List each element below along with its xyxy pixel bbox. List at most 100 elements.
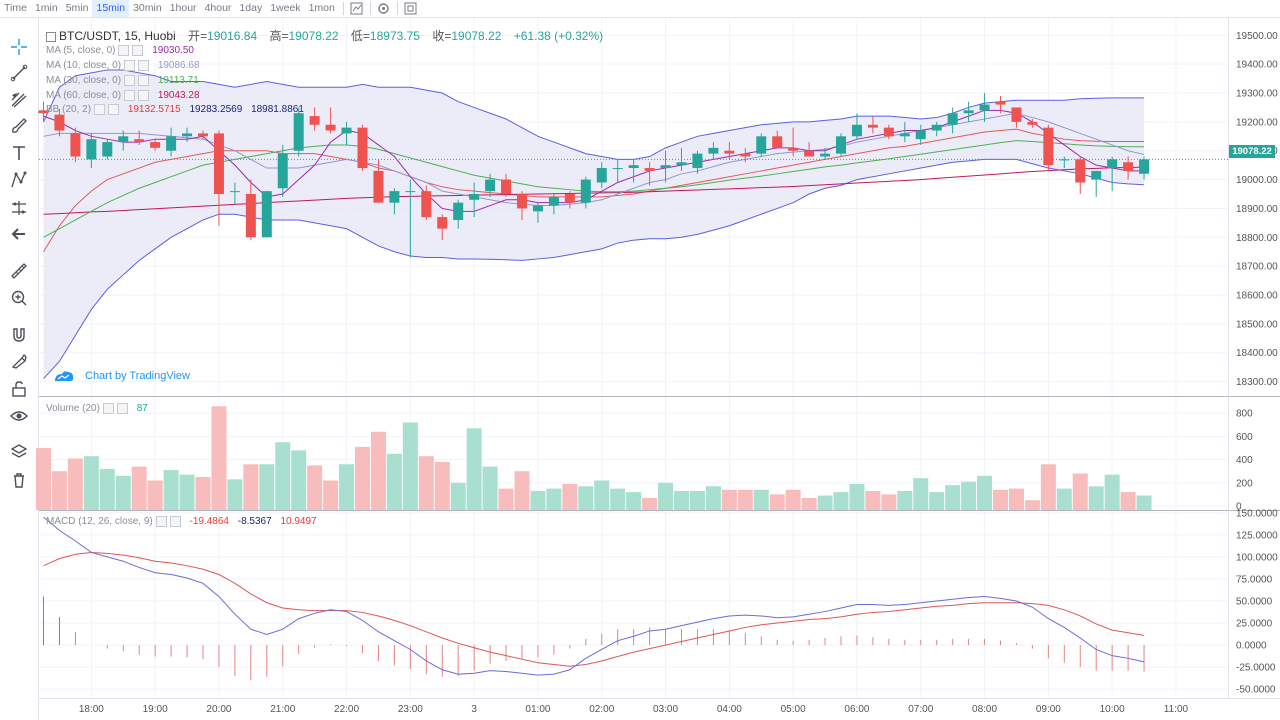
brush-icon[interactable]: [9, 116, 29, 136]
price-tick-label: 18400.00: [1236, 348, 1278, 359]
bb-mid-line: [43, 128, 1145, 252]
toolbar-divider: [396, 2, 398, 15]
settings-icon[interactable]: [118, 45, 130, 56]
volume-name: Volume (20): [46, 403, 100, 415]
volume-bar: [67, 458, 83, 510]
pattern-icon[interactable]: [9, 170, 29, 190]
timeframe-5min[interactable]: 5min: [65, 2, 89, 14]
volume-bar: [881, 494, 897, 510]
price-tick-label: 19400.00: [1236, 60, 1278, 71]
legend-bb[interactable]: BB (20, 2) 19132.5715 19283.2569 18981.8…: [46, 104, 304, 115]
magnet-icon[interactable]: [9, 325, 29, 345]
candle-body: [341, 127, 352, 134]
candle-body: [947, 113, 958, 125]
timeframe-time[interactable]: Time: [4, 2, 27, 14]
settings-icon[interactable]: [94, 104, 106, 115]
close-icon[interactable]: [116, 403, 128, 414]
legend-ma5[interactable]: MA (5, close, 0) 19030.50: [46, 45, 194, 56]
timeframe-1day[interactable]: 1day: [239, 2, 263, 14]
price-tick-label: 18800.00: [1236, 233, 1278, 244]
timeframe-4hour[interactable]: 4hour: [204, 2, 232, 14]
price-tick-label: 19200.00: [1236, 117, 1278, 128]
macd-line-value: -8.5367: [237, 516, 272, 528]
close-icon[interactable]: [169, 516, 181, 527]
legend-ma30[interactable]: MA (30, close, 0) 19113.71: [46, 75, 199, 86]
volume-bar: [1040, 464, 1056, 510]
settings-icon[interactable]: [124, 75, 136, 86]
candle-body: [1091, 170, 1102, 180]
volume-bar: [562, 483, 578, 510]
pitchfork-icon[interactable]: [9, 90, 29, 110]
indicators-icon[interactable]: [375, 0, 393, 17]
crosshair-icon[interactable]: [9, 37, 29, 57]
chart-style-icon[interactable]: [348, 0, 366, 17]
price-tick-label: 18900.00: [1236, 204, 1278, 215]
timeframe-toolbar: Time 1min 5min 15min 30min 1hour 4hour 1day 1wee…: [0, 0, 1280, 18]
last-price-tag: 19078.22: [1229, 145, 1275, 158]
settings-icon[interactable]: [124, 90, 136, 101]
symbol-title[interactable]: BTC/USDT, 15, Huobi: [59, 29, 176, 43]
close-icon[interactable]: [138, 60, 150, 71]
candle-body: [756, 136, 767, 154]
collapse-icon[interactable]: [46, 31, 56, 42]
legend-ma10[interactable]: MA (10, close, 0) 19086.68: [46, 60, 200, 71]
candle-body: [213, 133, 224, 195]
volume-bar: [211, 406, 227, 510]
close-icon[interactable]: [132, 45, 144, 56]
volume-bar: [259, 464, 275, 510]
candle-body: [182, 133, 193, 137]
candle-body: [851, 124, 862, 137]
candle-body: [979, 104, 990, 111]
candle-body: [995, 101, 1006, 105]
ruler-icon[interactable]: [9, 261, 29, 281]
candle-body: [118, 136, 129, 143]
legend-macd[interactable]: MACD (12, 26, close, 9) -19.4864 -8.5367…: [46, 516, 317, 527]
volume-bar: [530, 490, 546, 510]
price-tick-label: 18600.00: [1236, 291, 1278, 302]
timeframe-1min[interactable]: 1min: [34, 2, 58, 14]
volume-bar: [99, 468, 115, 510]
lock-draw-icon[interactable]: [9, 351, 29, 371]
candle-body: [421, 191, 432, 218]
close-icon[interactable]: [108, 104, 120, 115]
layers-icon[interactable]: [9, 442, 29, 462]
timeframe-15min[interactable]: 15min: [92, 0, 130, 17]
volume-bar: [131, 466, 147, 510]
zoom-in-icon[interactable]: [9, 288, 29, 308]
unlock-icon[interactable]: [9, 379, 29, 399]
candle-body: [325, 124, 336, 131]
timeframe-1hour[interactable]: 1hour: [169, 2, 197, 14]
timeframe-1week[interactable]: 1week: [270, 2, 301, 14]
close-icon[interactable]: [138, 75, 150, 86]
close-icon[interactable]: [138, 90, 150, 101]
volume-bar: [51, 471, 67, 510]
settings-icon[interactable]: [155, 516, 167, 527]
legend-ma60[interactable]: MA (60, close, 0) 19043.28: [46, 90, 200, 101]
watermark-text: Chart by TradingView: [85, 370, 190, 382]
measure-icon[interactable]: [9, 198, 29, 218]
back-arrow-icon[interactable]: [9, 224, 29, 244]
text-icon[interactable]: [9, 143, 29, 163]
price-tick-label: 18500.00: [1236, 319, 1278, 330]
timeframe-1mon[interactable]: 1mon: [308, 2, 335, 14]
volume-bar: [418, 456, 434, 510]
candle-body: [373, 170, 384, 203]
time-tick-label: 22:00: [334, 704, 359, 715]
candle-body: [389, 191, 400, 203]
trash-icon[interactable]: [9, 470, 29, 490]
macd-hist-value: -19.4864: [189, 516, 229, 528]
volume-bar: [674, 490, 689, 510]
timeframe-30min[interactable]: 30min: [133, 2, 162, 14]
eye-icon[interactable]: [9, 406, 29, 426]
tradingview-watermark[interactable]: Chart by TradingView: [53, 369, 190, 383]
legend-volume[interactable]: Volume (20) 87: [46, 403, 148, 414]
settings-icon[interactable]: [102, 403, 114, 414]
candle-body: [692, 153, 703, 169]
candle-body: [517, 194, 527, 209]
settings-icon[interactable]: [124, 60, 136, 71]
candle-body: [405, 191, 416, 193]
trendline-icon[interactable]: [9, 63, 29, 83]
fullscreen-icon[interactable]: [402, 0, 420, 17]
volume-bar: [945, 485, 961, 510]
